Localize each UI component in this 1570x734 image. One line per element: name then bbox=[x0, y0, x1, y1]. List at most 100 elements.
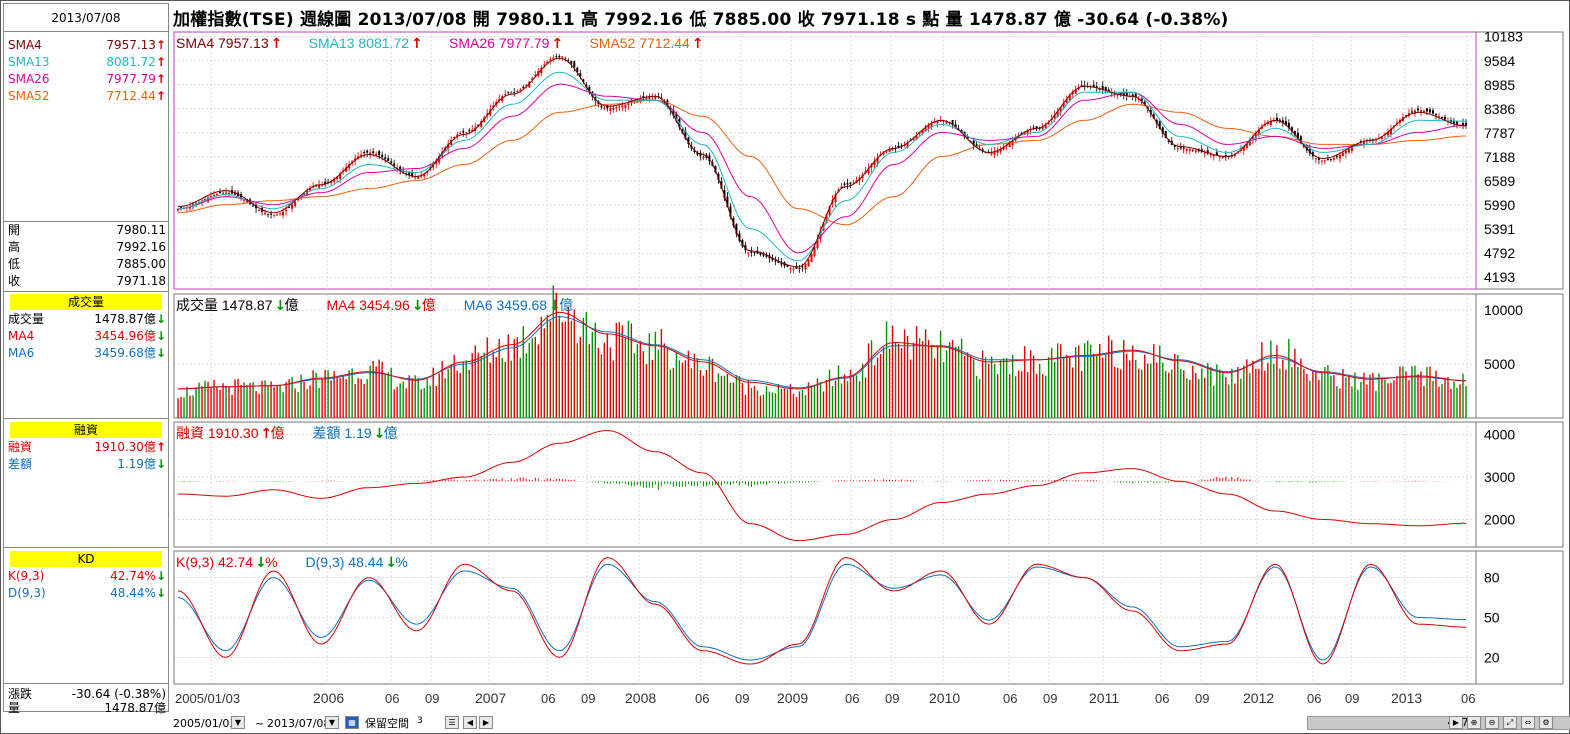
price-y-tick: 5990 bbox=[1484, 197, 1515, 213]
candle-body bbox=[780, 263, 783, 265]
sma-row: SMA4 7957.13↑ bbox=[6, 37, 166, 54]
candle-body bbox=[480, 121, 483, 128]
price-y-tick: 4792 bbox=[1484, 245, 1515, 261]
candle-body bbox=[1465, 122, 1467, 126]
arrow-down-icon: ↓ bbox=[412, 298, 424, 314]
candle-body bbox=[1173, 145, 1176, 148]
grid-icon[interactable]: ☰ bbox=[445, 716, 459, 729]
candle-body bbox=[840, 186, 843, 188]
candle-body bbox=[222, 192, 225, 195]
arrow-down-icon: ↓ bbox=[155, 569, 166, 583]
candle-body bbox=[228, 192, 231, 195]
candle-body bbox=[600, 106, 603, 108]
price-y-tick: 6589 bbox=[1484, 173, 1515, 189]
divider bbox=[4, 683, 168, 684]
sma-value: 7977.79↑ bbox=[106, 72, 166, 86]
chart-svg[interactable]: 2005/01/03 2006 06 09 2007 06 09 2008 06 09 2009 06… bbox=[171, 3, 1569, 712]
candle-body bbox=[291, 204, 294, 209]
candle-body bbox=[465, 132, 468, 134]
candle-body bbox=[918, 132, 921, 134]
candle-body bbox=[1122, 92, 1125, 96]
candle-body bbox=[453, 137, 456, 139]
scroll-right-icon[interactable]: ▶ bbox=[479, 716, 493, 729]
ohlc-row: 高 7992.16 bbox=[6, 239, 166, 256]
candle-body bbox=[531, 78, 534, 80]
kd-label: D(9,3) bbox=[8, 586, 46, 600]
candle-body bbox=[1080, 85, 1083, 87]
settings-icon[interactable]: ⚙ bbox=[1539, 716, 1553, 729]
zoom-out-icon[interactable]: ⊖ bbox=[1485, 716, 1499, 729]
candle-body bbox=[627, 103, 630, 106]
candle-body bbox=[1089, 86, 1092, 88]
calendar-icon[interactable]: ▦ bbox=[345, 716, 359, 729]
candle-body bbox=[357, 156, 360, 159]
candle-body bbox=[564, 57, 567, 59]
candle-body bbox=[696, 152, 699, 155]
arrow-up-icon: ↑ bbox=[155, 440, 166, 454]
candle-body bbox=[210, 196, 213, 198]
vol-row: 成交量 1478.87億↓ bbox=[6, 311, 166, 328]
vol-value: 3459.68億↓ bbox=[94, 346, 166, 360]
end-date-field[interactable]: 2013/07/08 bbox=[267, 717, 331, 730]
candle-body bbox=[1191, 149, 1194, 151]
scroll-left-icon[interactable]: ◀ bbox=[463, 716, 477, 729]
margin-line bbox=[177, 429, 1466, 542]
candle-body bbox=[990, 152, 993, 155]
x-tick-label: 2005/01/03 bbox=[175, 691, 240, 706]
candle-body bbox=[1206, 150, 1209, 154]
sma-label: SMA52 bbox=[8, 89, 50, 103]
candle-body bbox=[414, 176, 417, 178]
x-tick-label: 06 bbox=[1461, 691, 1475, 706]
ohlc-label: 開 bbox=[8, 223, 21, 237]
candle-body bbox=[774, 260, 777, 262]
candle-body bbox=[1218, 155, 1221, 158]
volume-value: 1478.87億 bbox=[104, 701, 166, 715]
x-tick-label: 2013 bbox=[1391, 690, 1422, 706]
candle-body bbox=[258, 210, 261, 212]
candle-body bbox=[786, 264, 789, 268]
candle-body bbox=[216, 193, 219, 196]
zoom-in-icon[interactable]: ⊕ bbox=[1467, 716, 1481, 729]
kd-label: K(9,3) bbox=[8, 569, 45, 583]
candle-body bbox=[816, 239, 819, 249]
candle-body bbox=[1275, 117, 1278, 121]
fit-icon[interactable]: ⤢ bbox=[1503, 716, 1517, 729]
arrow-up-icon: ↑ bbox=[271, 36, 283, 52]
candle-body bbox=[1164, 131, 1167, 139]
candle-body bbox=[849, 182, 852, 184]
candle-body bbox=[1116, 94, 1119, 96]
end-date-dropdown-icon[interactable]: ▼ bbox=[325, 716, 339, 729]
candle-body bbox=[1386, 131, 1389, 136]
start-date-field[interactable]: 2005/01/03 bbox=[173, 717, 237, 730]
price-legend: SMA13 8081.72 bbox=[309, 35, 410, 51]
candle-body bbox=[876, 157, 879, 163]
candle-body bbox=[588, 86, 591, 92]
price-y-tick: 4193 bbox=[1484, 269, 1515, 285]
candle-body bbox=[741, 240, 744, 247]
expand-icon[interactable]: ⇔ bbox=[1521, 716, 1535, 729]
candle-body bbox=[804, 264, 807, 270]
candle-body bbox=[336, 176, 339, 180]
arrow-up-icon: ↑ bbox=[155, 89, 166, 103]
panel-frame bbox=[173, 31, 1564, 290]
sma13-line bbox=[177, 71, 1466, 262]
candle-body bbox=[1305, 145, 1308, 151]
candle-body bbox=[723, 189, 726, 198]
candle-body bbox=[276, 214, 279, 216]
candle-body bbox=[1434, 113, 1437, 115]
candle-body bbox=[1278, 119, 1281, 122]
candle-body bbox=[729, 206, 732, 217]
price-legend: SMA26 7977.79 bbox=[449, 35, 550, 51]
price-y-tick: 8386 bbox=[1484, 101, 1515, 117]
candle-body bbox=[852, 182, 855, 184]
scroll-forward-icon[interactable]: ▶ bbox=[1449, 716, 1463, 729]
candle-body bbox=[525, 84, 528, 86]
ohlc-row: 收 7971.18 bbox=[6, 273, 166, 290]
candle-body bbox=[381, 154, 384, 157]
candle-body bbox=[378, 151, 381, 156]
x-tick-label: 06 bbox=[845, 691, 859, 706]
candle-body bbox=[1314, 158, 1317, 160]
candle-body bbox=[264, 213, 267, 215]
start-date-dropdown-icon[interactable]: ▼ bbox=[231, 716, 245, 729]
